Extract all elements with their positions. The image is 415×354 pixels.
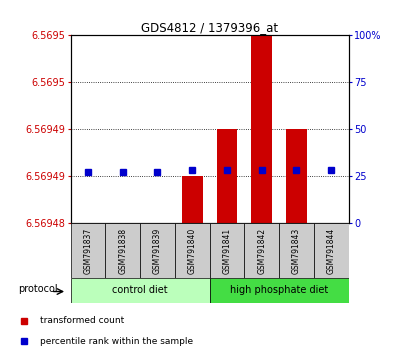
Text: transformed count: transformed count (39, 316, 124, 325)
Text: GSM791844: GSM791844 (327, 227, 336, 274)
Text: GSM791840: GSM791840 (188, 227, 197, 274)
Text: GSM791842: GSM791842 (257, 227, 266, 274)
Text: high phosphate diet: high phosphate diet (230, 285, 328, 295)
Text: GSM791841: GSM791841 (222, 227, 232, 274)
Bar (175, 223, 210, 278)
Text: GSM791838: GSM791838 (118, 227, 127, 274)
Bar (71, 223, 105, 278)
Text: GSM791843: GSM791843 (292, 227, 301, 274)
Text: protocol: protocol (17, 284, 57, 294)
Bar (210, 278, 349, 303)
Bar (279, 223, 314, 278)
Bar (71, 278, 210, 303)
Text: control diet: control diet (112, 285, 168, 295)
Title: GDS4812 / 1379396_at: GDS4812 / 1379396_at (141, 21, 278, 34)
Text: GSM791839: GSM791839 (153, 227, 162, 274)
Text: GSM791837: GSM791837 (83, 227, 93, 274)
Bar (140, 223, 175, 278)
Bar (314, 223, 349, 278)
Bar (286, 129, 307, 223)
Bar (244, 223, 279, 278)
Bar (251, 35, 272, 223)
Bar (217, 129, 237, 223)
Bar (182, 176, 203, 223)
Text: percentile rank within the sample: percentile rank within the sample (39, 337, 193, 346)
Bar (105, 223, 140, 278)
Bar (210, 223, 244, 278)
